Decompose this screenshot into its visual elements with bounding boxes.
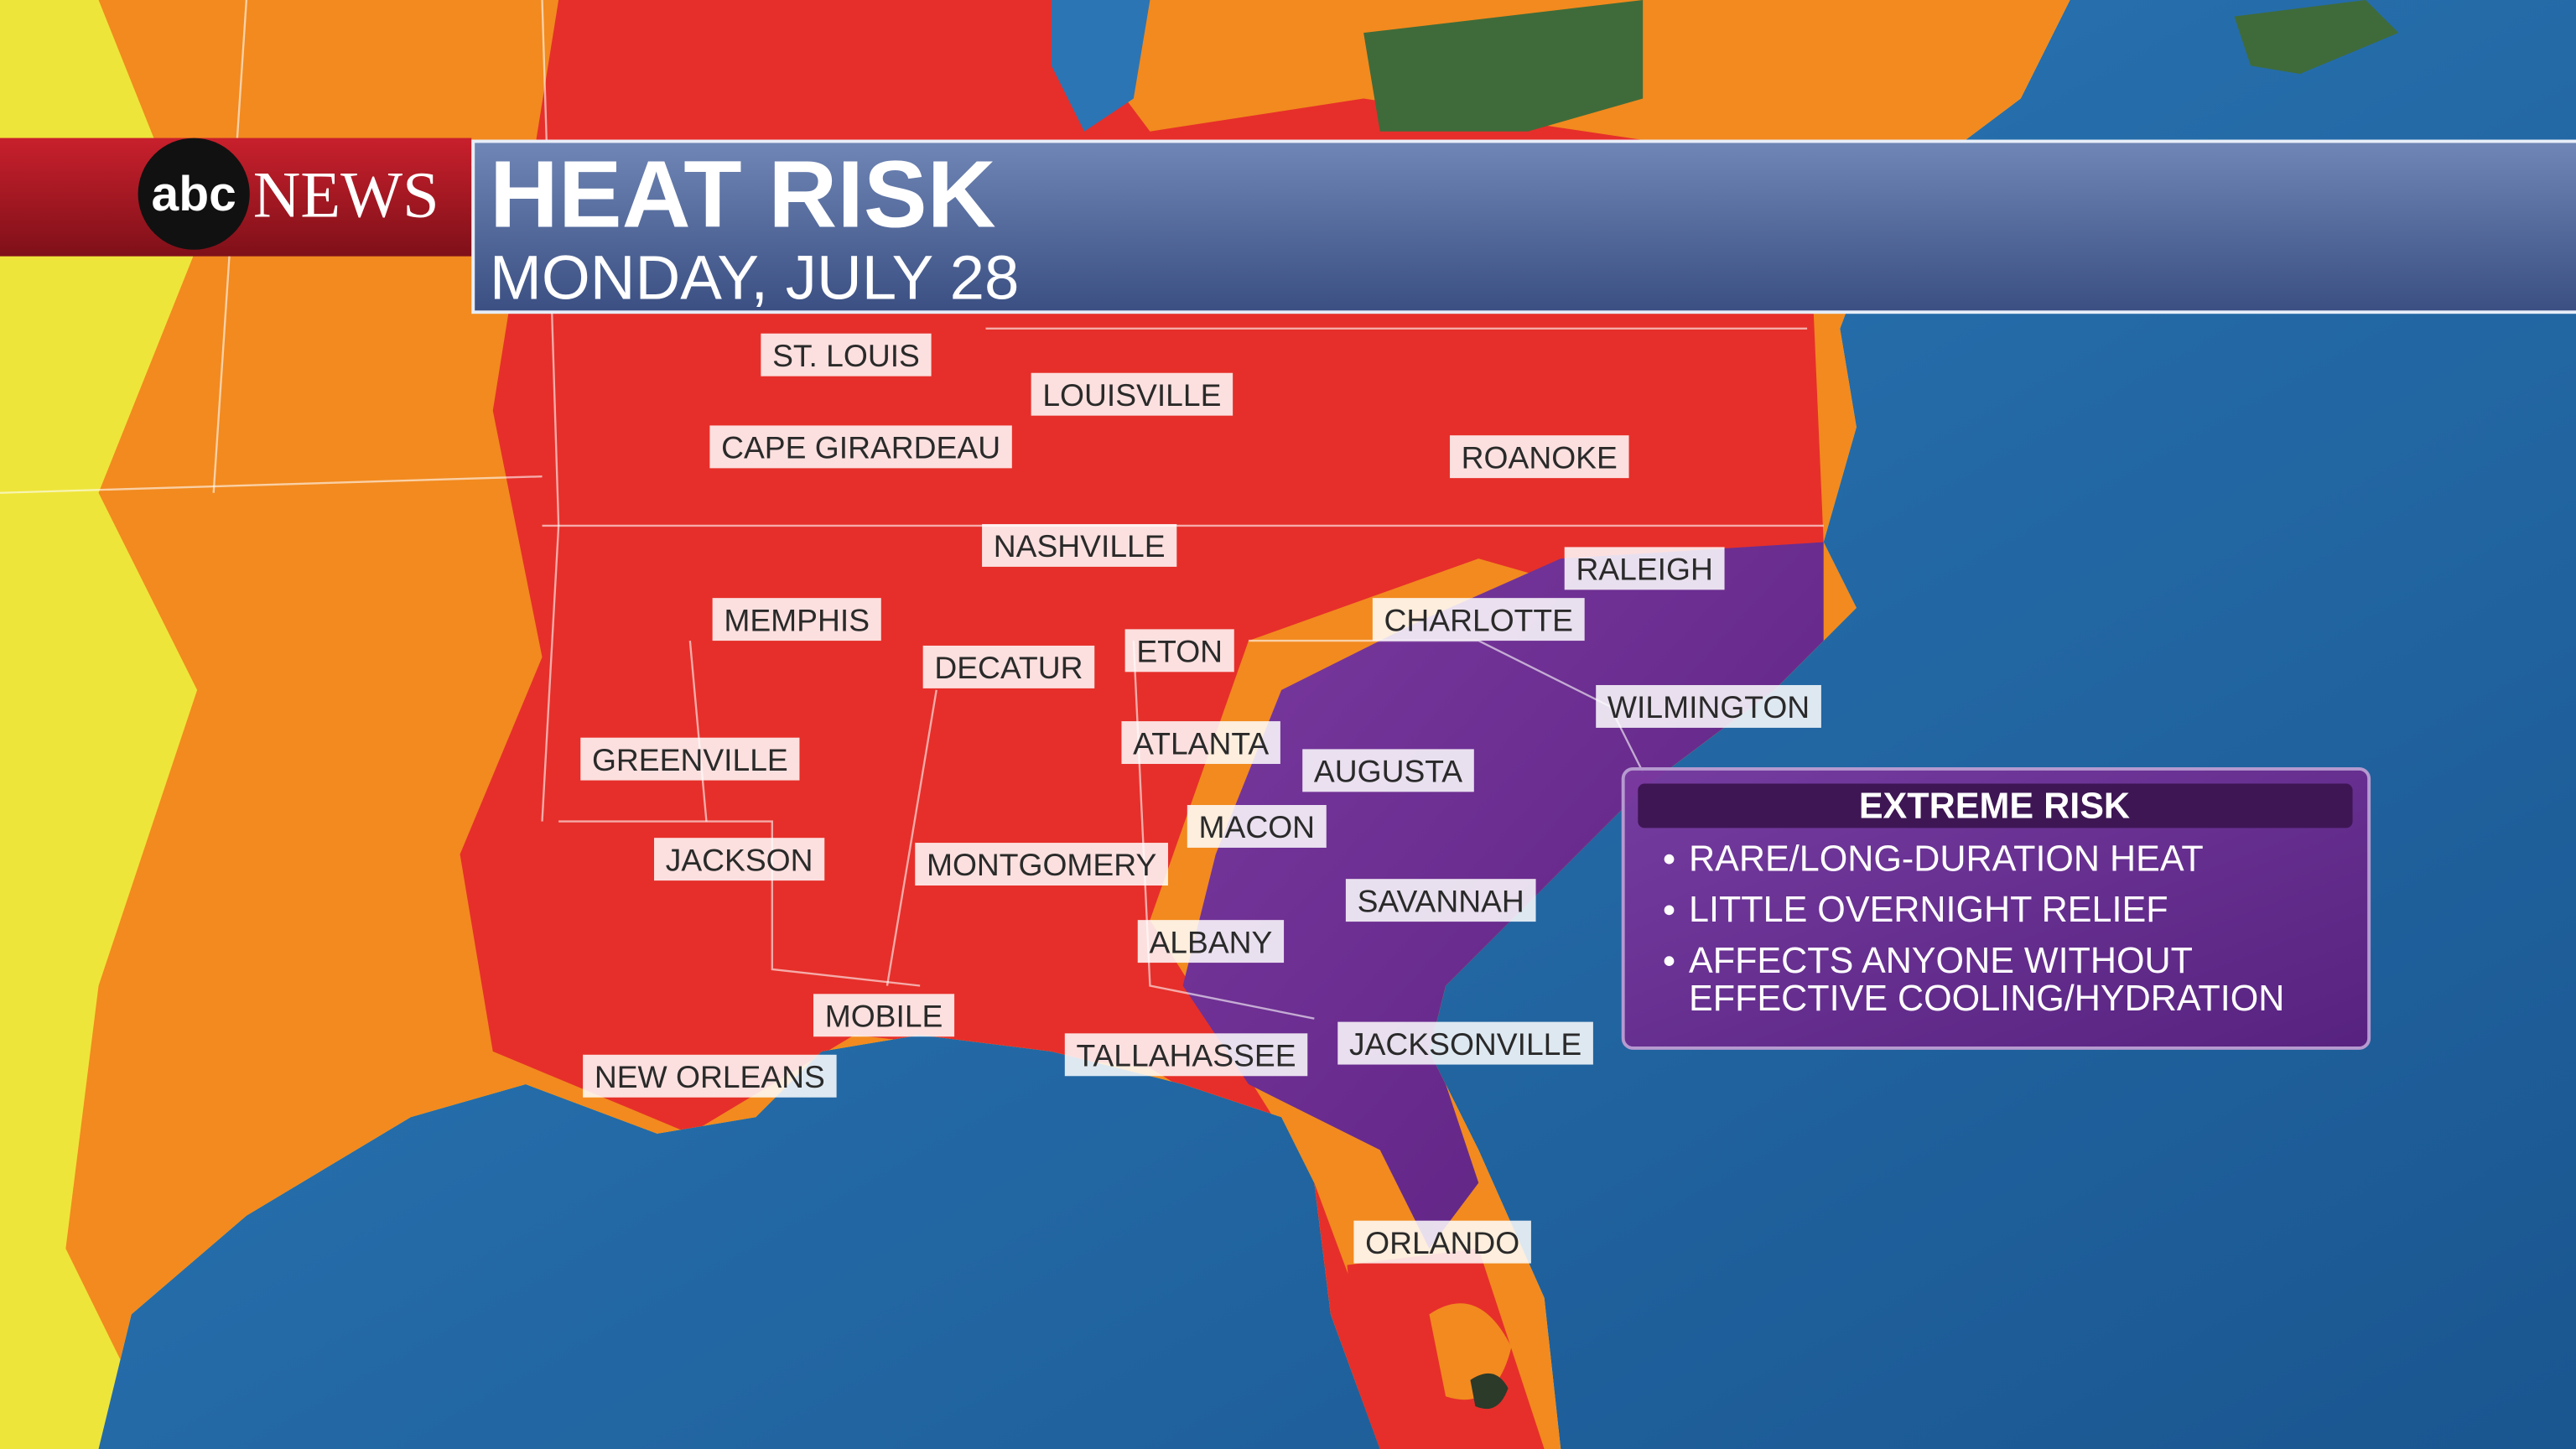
legend-title: EXTREME RISK [1859,787,2130,827]
city-label: SAVANNAH [1358,883,1524,918]
city-label-box [583,1054,837,1098]
legend-title-bar [1638,783,2353,828]
city-label: JACKSON [666,842,813,877]
city-label-box [1121,721,1280,765]
city-label-box [1137,920,1285,963]
city-label-box [654,838,825,881]
canada [1363,0,1644,132]
city-label: GREENVILLE [592,742,788,777]
city-label-box [1596,684,1821,728]
bullet-dot [1664,854,1675,865]
lake-michigan [1051,0,1150,132]
city-label: WILMINGTON [1607,689,1810,724]
bullet-text: RARE/LONG-DURATION HEAT [1689,839,2204,879]
city-label-box [1302,749,1474,792]
city-label: ST. LOUIS [772,338,920,373]
city-label: ETON [1136,634,1223,669]
city-label: RALEIGH [1576,552,1712,587]
city-label-box [1187,805,1327,848]
city-label: ALBANY [1149,924,1272,959]
bullet-dot [1664,956,1675,966]
city-label: CAPE GIRARDEAU [721,430,1000,465]
city-label-box [1031,372,1233,416]
title: HEAT RISK [490,141,996,247]
city-label: NEW ORLEANS [595,1059,825,1094]
city-label-box [580,737,800,781]
city-label: AUGUSTA [1314,754,1462,789]
city-label-box [982,523,1177,567]
city-label: JACKSONVILLE [1349,1026,1581,1062]
city-label-box [1337,1021,1593,1065]
city-label-box [813,994,955,1037]
city-label: ORLANDO [1365,1225,1519,1260]
bullet-text: LITTLE OVERNIGHT RELIEF [1689,890,2168,930]
city-label: TALLAHASSEE [1077,1038,1296,1073]
title-bar [471,139,2576,314]
city-label-box [915,843,1169,886]
logo-circle [138,138,250,250]
city-labels: ST. LOUIS LOUISVILLE CAPE GIRARDEAU ROANOKE… [580,333,1821,1264]
city-label: MEMPHIS [724,602,870,637]
city-label-box [1372,598,1585,641]
subtitle: MONDAY, JULY 28 [490,243,1020,313]
city-label-box [1064,1033,1308,1077]
city-label-box [709,425,1012,469]
bullet-text: AFFECTS ANYONE WITHOUT [1689,941,2193,981]
city-label: ATLANTA [1133,725,1269,761]
legend-bullets: RARE/LONG-DURATION HEAT LITTLE OVERNIGHT … [1664,839,2284,1019]
city-label: ROANOKE [1462,439,1618,475]
city-label-box [761,333,932,377]
city-label-box [712,598,881,641]
city-label: CHARLOTTE [1384,602,1573,637]
city-label-box [1449,435,1629,479]
city-label-box [1353,1220,1531,1264]
city-label: MONTGOMERY [927,847,1156,882]
city-label-box [1124,629,1234,673]
city-label: MOBILE [825,998,943,1033]
logo-word: NEWS [253,158,439,231]
nova-scotia [2234,0,2399,75]
bullet-text: EFFECTIVE COOLING/HYDRATION [1689,979,2284,1019]
city-label: DECATUR [934,650,1083,685]
logo-mark: abc [152,167,236,221]
legend-box [1621,766,2371,1050]
city-label: NASHVILLE [994,528,1166,564]
lake-okeechobee [1470,1373,1509,1410]
city-label-box [922,645,1095,688]
city-label: MACON [1199,809,1316,844]
bullet-dot [1664,905,1675,916]
city-label: LOUISVILLE [1042,377,1221,413]
city-label-box [1345,879,1536,922]
city-label-box [1564,547,1725,590]
